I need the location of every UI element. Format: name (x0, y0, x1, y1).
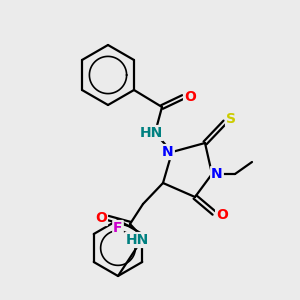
Text: O: O (216, 208, 228, 222)
Text: O: O (184, 90, 196, 104)
Text: O: O (95, 211, 107, 225)
Text: HN: HN (140, 126, 163, 140)
Text: S: S (226, 112, 236, 126)
Text: F: F (113, 221, 123, 235)
Text: N: N (162, 145, 174, 159)
Text: HN: HN (125, 233, 148, 247)
Text: N: N (211, 167, 223, 181)
